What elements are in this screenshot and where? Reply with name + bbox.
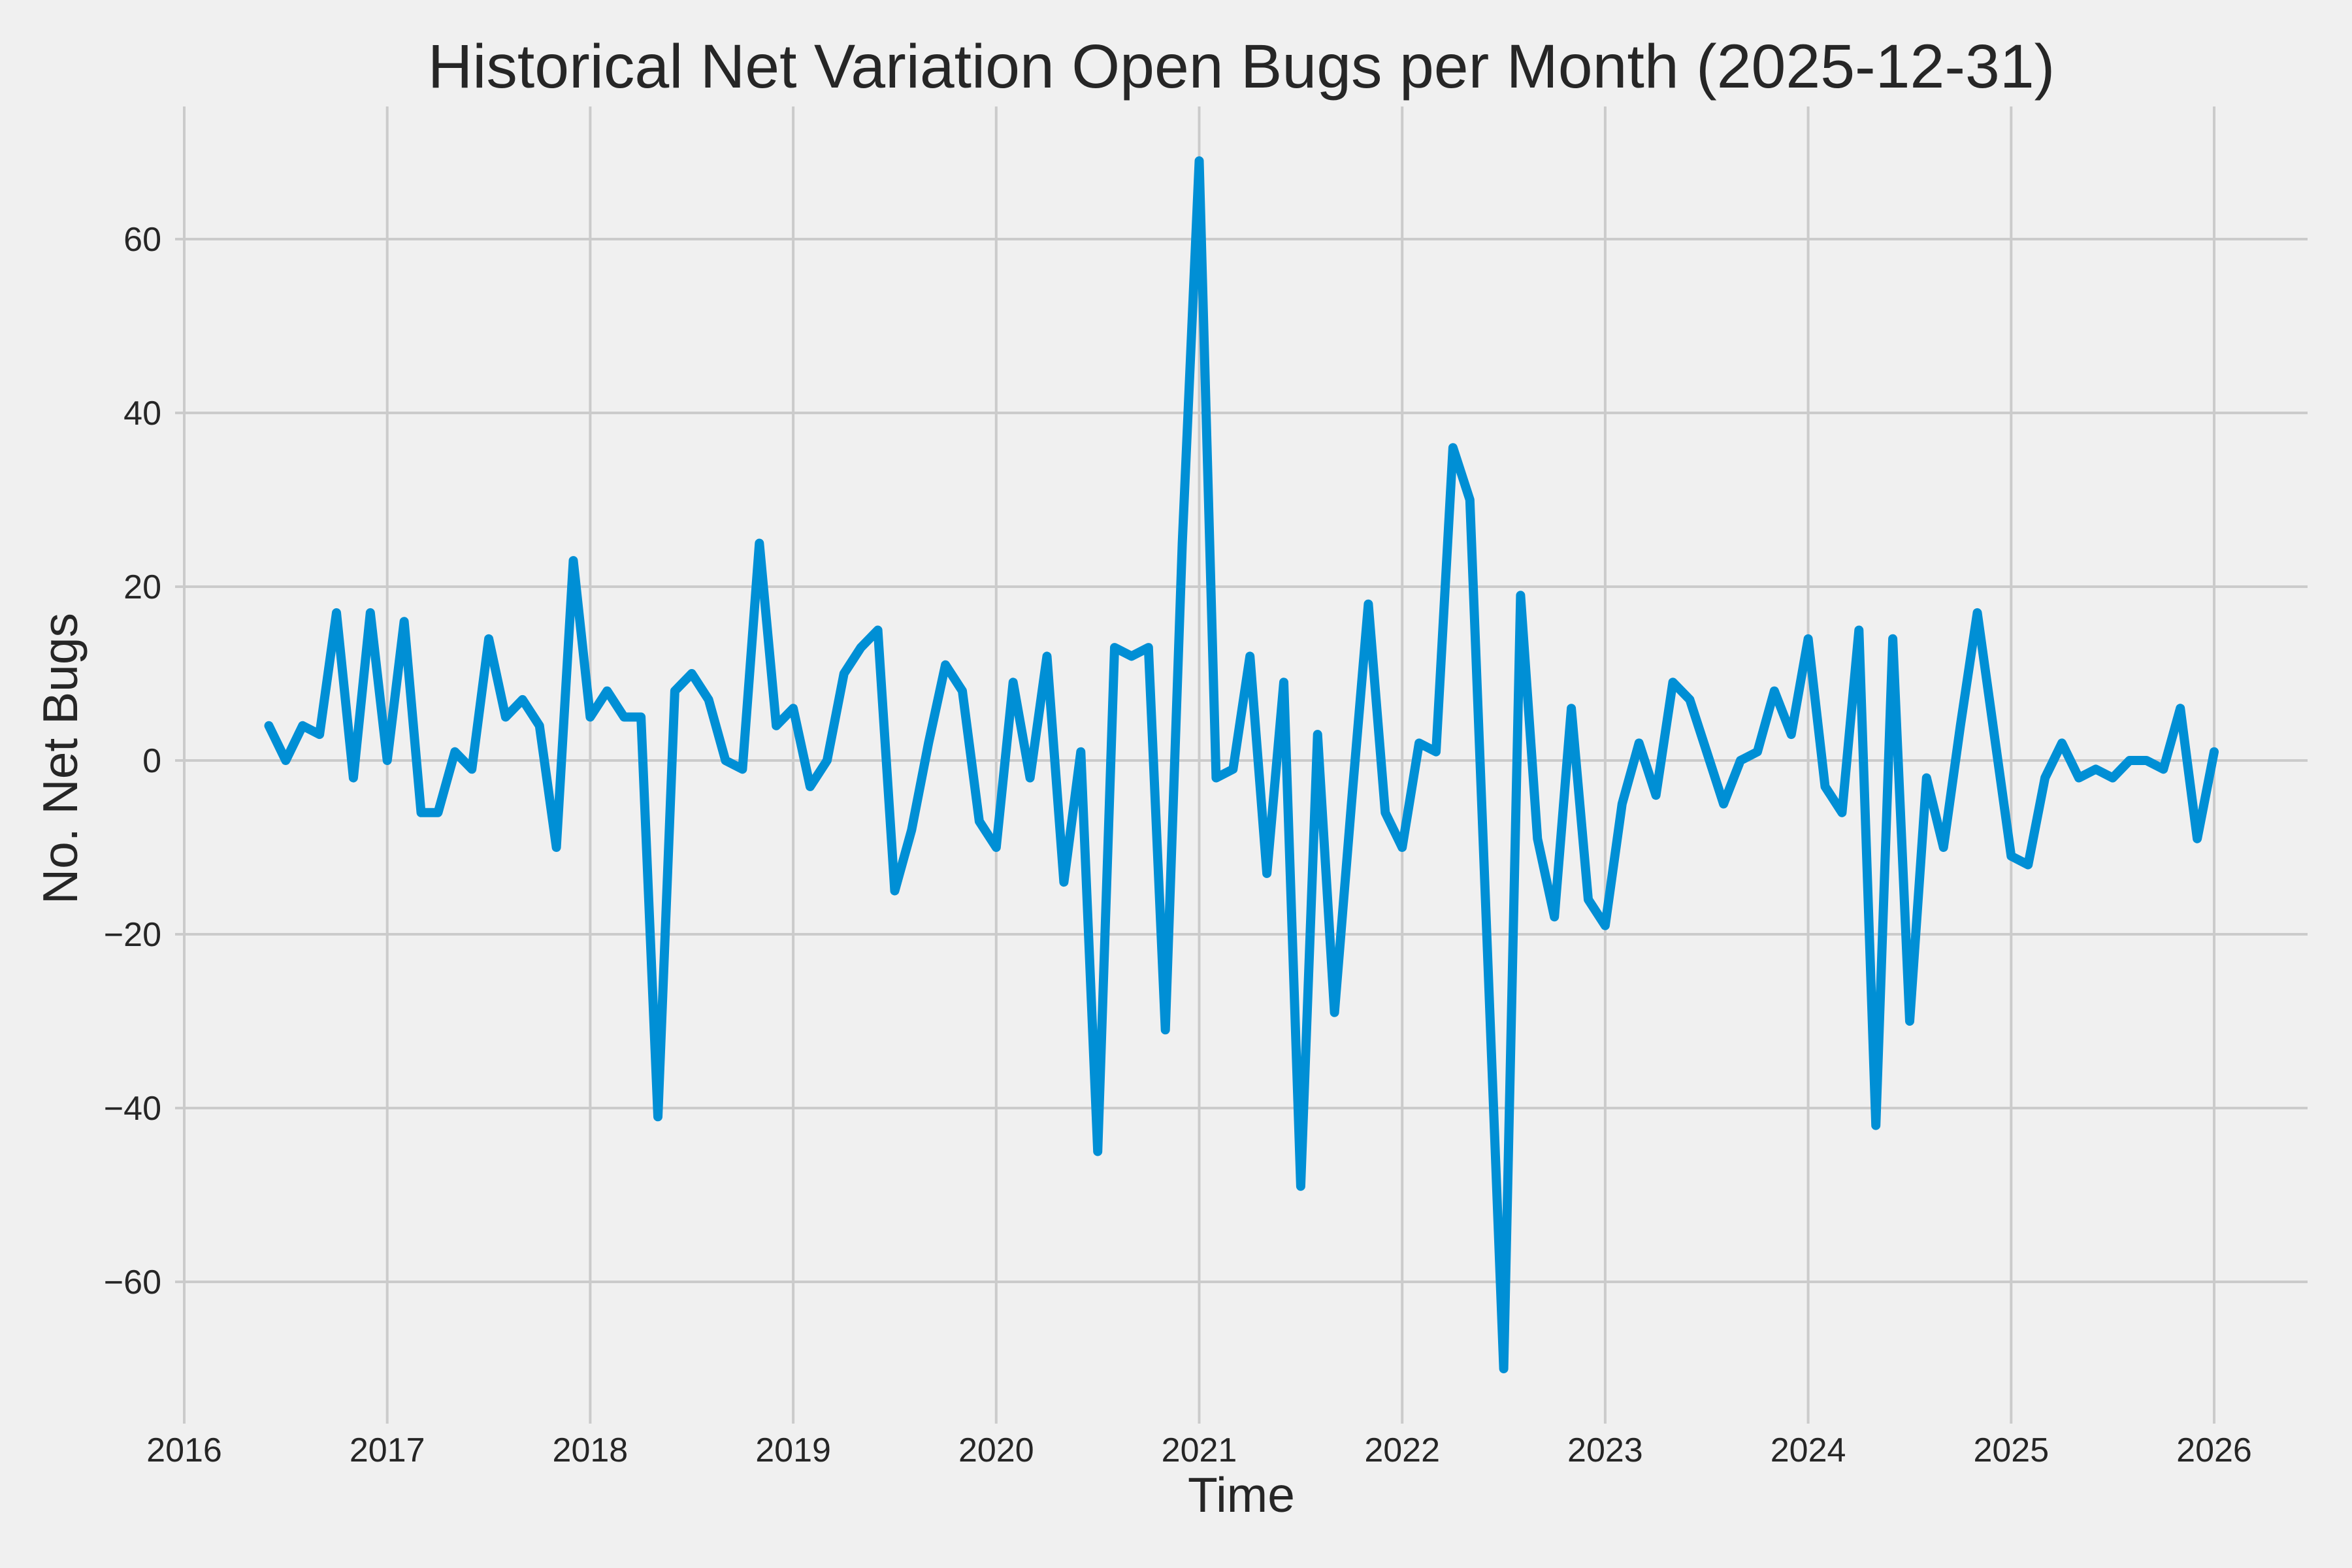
svg-text:2024: 2024 <box>1771 1431 1846 1469</box>
svg-text:20: 20 <box>123 568 161 606</box>
svg-text:2022: 2022 <box>1364 1431 1440 1469</box>
svg-text:2017: 2017 <box>350 1431 425 1469</box>
svg-text:No. Net Bugs: No. Net Bugs <box>33 613 88 904</box>
svg-text:2025: 2025 <box>1973 1431 2049 1469</box>
svg-text:2026: 2026 <box>2176 1431 2252 1469</box>
svg-text:Time: Time <box>1188 1467 1295 1522</box>
svg-text:−60: −60 <box>104 1264 161 1301</box>
svg-text:Historical Net Variation Open: Historical Net Variation Open Bugs per M… <box>428 32 2055 101</box>
svg-text:2018: 2018 <box>553 1431 629 1469</box>
svg-text:40: 40 <box>123 395 161 433</box>
svg-text:−40: −40 <box>104 1090 161 1128</box>
svg-text:2021: 2021 <box>1162 1431 1237 1469</box>
svg-text:2019: 2019 <box>755 1431 831 1469</box>
svg-text:2016: 2016 <box>146 1431 222 1469</box>
svg-text:60: 60 <box>123 221 161 259</box>
svg-text:0: 0 <box>142 742 161 780</box>
svg-text:2023: 2023 <box>1567 1431 1643 1469</box>
svg-text:−20: −20 <box>104 916 161 954</box>
svg-text:2020: 2020 <box>958 1431 1034 1469</box>
